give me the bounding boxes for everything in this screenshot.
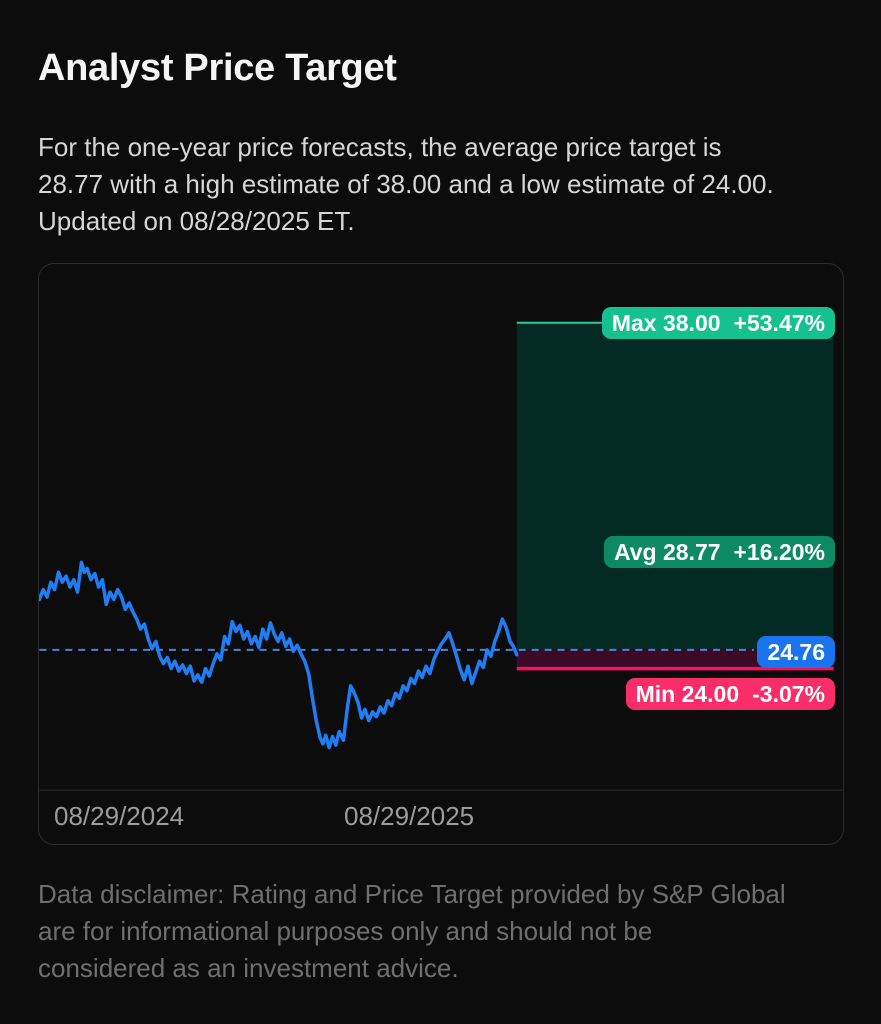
max-target-change: +53.47%: [733, 309, 825, 336]
disclaimer-line-1: Data disclaimer: Rating and Price Target…: [38, 879, 786, 909]
current-price-text: 24.76: [767, 638, 825, 665]
section-title: Analyst Price Target: [38, 47, 397, 89]
min-target-change: -3.07%: [752, 680, 825, 707]
description-line-1: For the one-year price forecasts, the av…: [38, 132, 722, 162]
min-target-badge: Min 24.00 -3.07%: [625, 678, 835, 710]
max-target-badge: Max 38.00 +53.47%: [601, 307, 835, 339]
avg-target-change: +16.20%: [733, 538, 825, 565]
avg-target-text: Avg 28.77: [614, 538, 721, 565]
current-price-badge: 24.76: [757, 636, 835, 668]
description-line-2: 28.77 with a high estimate of 38.00 and …: [38, 169, 774, 199]
section-description: For the one-year price forecasts, the av…: [38, 129, 853, 240]
x-axis-label-end: 08/29/2025: [344, 801, 475, 831]
disclaimer-line-2: are for informational purposes only and …: [38, 916, 653, 946]
min-target-text: Min 24.00: [635, 680, 740, 707]
data-disclaimer: Data disclaimer: Rating and Price Target…: [38, 876, 853, 987]
description-line-3: Updated on 08/28/2025 ET.: [38, 206, 355, 236]
price-target-chart-card: Max 38.00 +53.47% Avg 28.77 +16.20% 24.7…: [38, 263, 844, 845]
x-axis-label-start: 08/29/2024: [54, 801, 185, 831]
avg-target-badge: Avg 28.77 +16.20%: [604, 536, 835, 568]
max-target-text: Max 38.00: [611, 309, 721, 336]
disclaimer-line-3: considered as an investment advice.: [38, 953, 459, 983]
